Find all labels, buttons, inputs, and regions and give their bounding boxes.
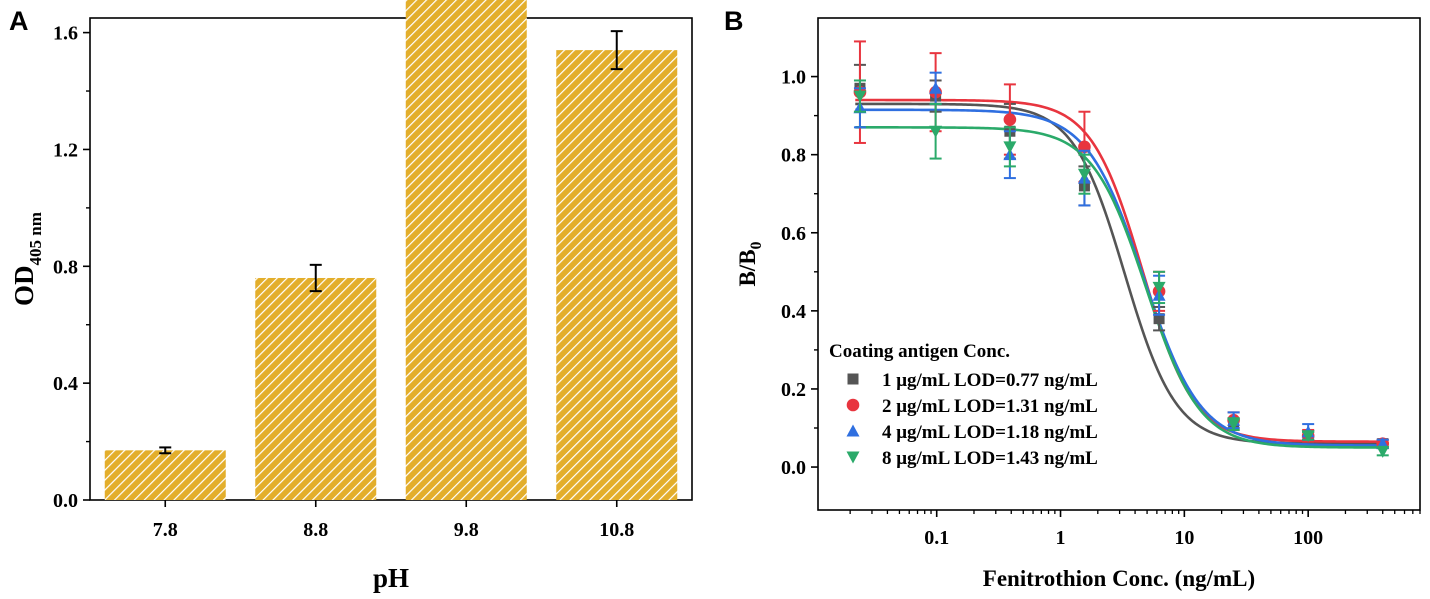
bar-10.8 <box>556 50 678 501</box>
x-tick-label: 10 <box>1174 527 1194 549</box>
bar-7.8 <box>104 450 226 500</box>
x-tick-label: 8.8 <box>303 519 328 541</box>
legend-marker-series-2 <box>846 398 860 412</box>
y-axis-title-subscript: 405 nm <box>26 212 45 265</box>
y-axis-title-subscript: 0 <box>748 241 765 249</box>
data-point-series-4 <box>929 125 943 138</box>
y-tick-label: 1.2 <box>53 139 78 161</box>
data-point-series-4 <box>1376 445 1390 458</box>
y-axis-title-main: OD <box>9 265 39 306</box>
legend-marker-series-3 <box>846 424 860 437</box>
fit-curve-series-3 <box>855 108 1386 447</box>
y-axis-title-main: B/B <box>735 249 760 286</box>
y-tick-label: 0.8 <box>53 256 78 278</box>
panel-a-bar-chart: 0.0 0.4 0.8 1.2 1.6 7.8 8.8 9.8 10.8 pH OD405 nm <box>9 0 693 593</box>
x-tick-label: 7.8 <box>153 519 178 541</box>
data-point-series-4 <box>1077 168 1091 181</box>
bar-8.8 <box>255 277 377 500</box>
legend: Coating antigen Conc. 1 μg/mL LOD=0.77 ng… <box>829 341 1098 469</box>
y-tick-label: 0.0 <box>53 490 78 512</box>
legend-label-series-1: 1 μg/mL LOD=0.77 ng/mL <box>882 370 1098 391</box>
x-tick-label: 10.8 <box>599 519 634 541</box>
x-tick-label: 9.8 <box>454 519 479 541</box>
bar-9.8 <box>405 0 527 501</box>
x-axis-title: pH <box>373 563 409 593</box>
data-point-series-4 <box>1003 141 1017 154</box>
y-axis-title: OD405 nm <box>9 212 45 306</box>
y-axis-title: B/B0 <box>735 241 765 286</box>
data-point-series-4 <box>853 90 867 103</box>
data-point-series-2 <box>1003 113 1017 126</box>
legend-title: Coating antigen Conc. <box>829 341 1010 362</box>
data-point-series-3 <box>929 81 943 94</box>
x-axis-title: Fenitrothion Conc. (ng/mL) <box>983 566 1255 591</box>
fit-curve-series-4 <box>855 126 1386 449</box>
fit-curve-series-2 <box>855 98 1386 443</box>
y-tick-label: 0.4 <box>781 301 806 323</box>
data-point-series-1 <box>1153 313 1165 325</box>
legend-label-series-3: 4 μg/mL LOD=1.18 ng/mL <box>882 422 1098 443</box>
legend-label-series-4: 8 μg/mL LOD=1.43 ng/mL <box>882 448 1098 469</box>
panel-b-inhibition-curve: 0.0 0.2 0.4 0.6 0.8 1.0 0.1 1 10 100 Coating antig… <box>735 17 1421 591</box>
legend-marker-series-4 <box>846 451 860 464</box>
data-point-series-4 <box>1301 430 1315 443</box>
y-tick-label: 0.6 <box>781 223 806 245</box>
legend-marker-series-1 <box>847 373 859 385</box>
data-point-series-4 <box>1227 418 1241 431</box>
x-tick-label: 0.1 <box>924 527 949 549</box>
data-point-series-4 <box>1152 281 1166 294</box>
panel-b-letter: B <box>724 6 744 36</box>
y-tick-label: 1.6 <box>53 23 78 45</box>
y-tick-label: 0.8 <box>781 145 806 167</box>
y-tick-label: 0.4 <box>53 373 78 395</box>
legend-label-series-2: 2 μg/mL LOD=1.31 ng/mL <box>882 396 1098 417</box>
panel-a-frame <box>89 17 693 501</box>
panel-a-letter: A <box>9 6 29 36</box>
y-tick-label: 0.0 <box>781 457 806 479</box>
x-tick-label: 1 <box>1056 527 1066 549</box>
y-tick-label: 0.2 <box>781 379 806 401</box>
y-tick-label: 1.0 <box>781 67 806 89</box>
x-tick-label: 100 <box>1293 527 1323 549</box>
